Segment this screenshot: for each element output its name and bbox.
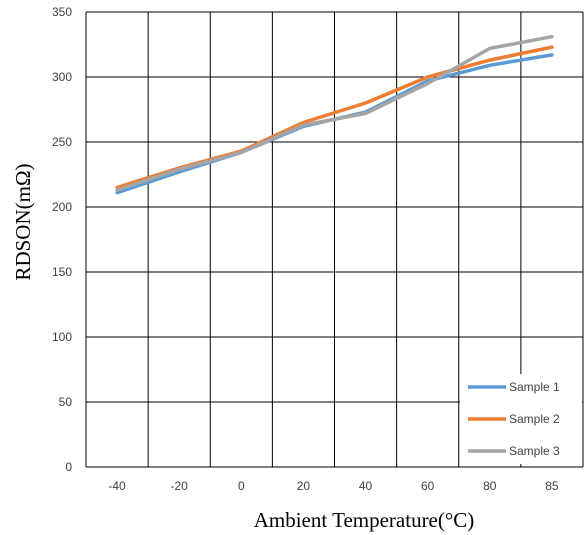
x-tick-label: 40	[359, 479, 373, 493]
x-tick-label: 20	[297, 479, 311, 493]
x-tick-label: 0	[238, 479, 245, 493]
y-tick-label: 100	[52, 330, 72, 344]
series-lines	[115, 34, 554, 195]
y-tick-labels: 0 50 100 150 200 250 300 350	[52, 5, 72, 474]
x-tick-label: 80	[483, 479, 497, 493]
x-tick-label: 60	[421, 479, 435, 493]
legend-label-1: Sample 1	[509, 380, 560, 394]
y-tick-label: 50	[59, 395, 73, 409]
y-tick-label: 200	[52, 200, 72, 214]
y-axis-title: RDSON(mΩ)	[11, 163, 35, 280]
y-tick-label: 250	[52, 135, 72, 149]
grid-lines	[85, 11, 584, 468]
x-tick-label: -20	[171, 479, 189, 493]
y-tick-label: 0	[65, 460, 72, 474]
x-tick-labels: -40 -20 0 20 40 60 80 85	[108, 479, 559, 493]
x-tick-label: 85	[545, 479, 559, 493]
x-axis-title: Ambient Temperature(°C)	[254, 508, 475, 532]
y-tick-label: 300	[52, 70, 72, 84]
x-tick-label: -40	[108, 479, 126, 493]
y-tick-label: 150	[52, 265, 72, 279]
legend: Sample 1 Sample 2 Sample 3	[460, 374, 582, 464]
series-line-3	[115, 34, 554, 192]
legend-label-2: Sample 2	[509, 412, 560, 426]
y-tick-label: 350	[52, 5, 72, 19]
legend-label-3: Sample 3	[509, 444, 560, 458]
